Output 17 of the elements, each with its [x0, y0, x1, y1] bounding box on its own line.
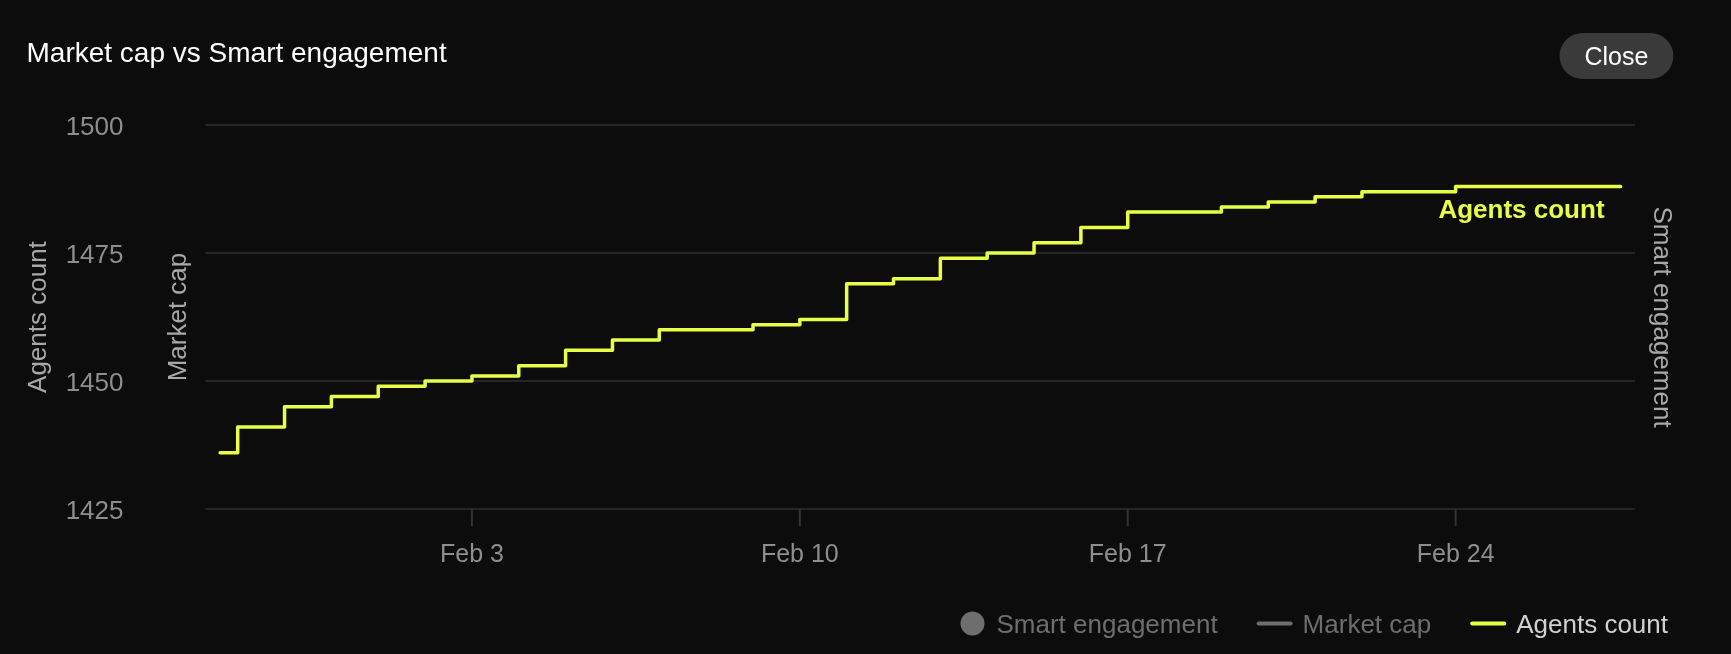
x-tick-label: Feb 17 [1088, 539, 1167, 567]
x-tick-label: Feb 3 [439, 539, 504, 567]
y-tick-label: 1450 [65, 366, 124, 397]
legend-label: Smart engagement [996, 608, 1219, 639]
x-tick-label: Feb 24 [1416, 539, 1495, 567]
y-tick-label: 1425 [65, 494, 124, 525]
close-button: Close [1559, 33, 1674, 79]
y2-axis-title: Smart engagement [1648, 206, 1678, 429]
legend-label: Market cap [1302, 608, 1432, 639]
x-tick-label: Feb 10 [760, 539, 839, 567]
chart-title: Market cap vs Smart engagement [26, 37, 447, 68]
legend-label: Agents count [1516, 608, 1669, 639]
y-tick-label: 1500 [65, 110, 124, 141]
y-tick-label: 1475 [65, 238, 124, 269]
y-axis-title: Agents count [22, 240, 52, 393]
y3-axis-title: Market cap [162, 252, 192, 382]
text: Agents count [1438, 193, 1605, 224]
